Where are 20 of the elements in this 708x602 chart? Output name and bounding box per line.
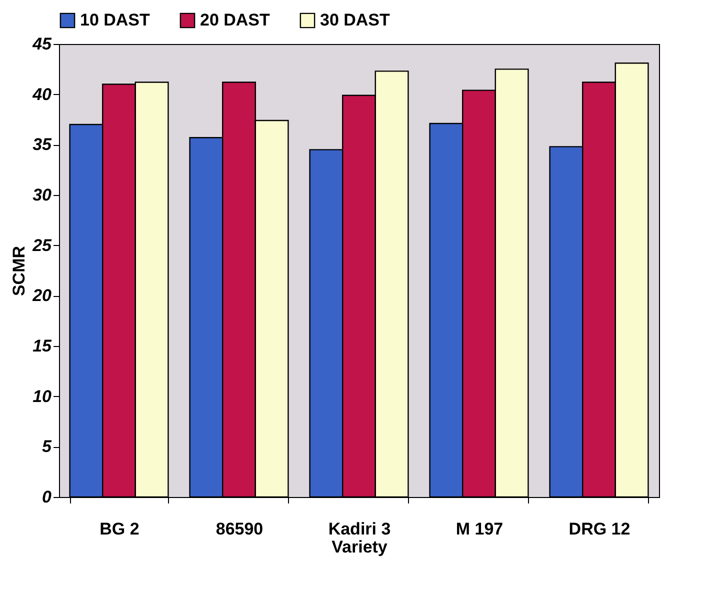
- y-tick-label: 30: [32, 186, 52, 204]
- y-tick-label: 40: [32, 84, 52, 104]
- x-tick-label: 86590: [216, 520, 264, 538]
- y-tick-label: 35: [32, 135, 52, 154]
- y-tick-label: 15: [32, 336, 52, 356]
- y-tick-label: 0: [42, 488, 52, 506]
- legend-label: 20 DAST: [200, 10, 271, 30]
- x-tick-label: DRG 12: [568, 520, 630, 538]
- x-tick-label: BG 2: [100, 520, 140, 538]
- y-tick-label: 20: [32, 286, 52, 306]
- x-axis-title: Variety: [332, 538, 388, 556]
- legend-label: 30 DAST: [320, 10, 391, 30]
- y-axis-title: SCMR: [10, 246, 29, 296]
- y-tick-label: 45: [32, 34, 52, 54]
- x-tick-label: Kadiri 3: [328, 520, 391, 538]
- y-tick-label: 5: [42, 437, 52, 456]
- y-tick-label: 25: [32, 236, 52, 255]
- x-tick-label: M 197: [456, 520, 504, 538]
- y-tick-label: 10: [32, 386, 52, 406]
- legend-label: 10 DAST: [80, 10, 151, 30]
